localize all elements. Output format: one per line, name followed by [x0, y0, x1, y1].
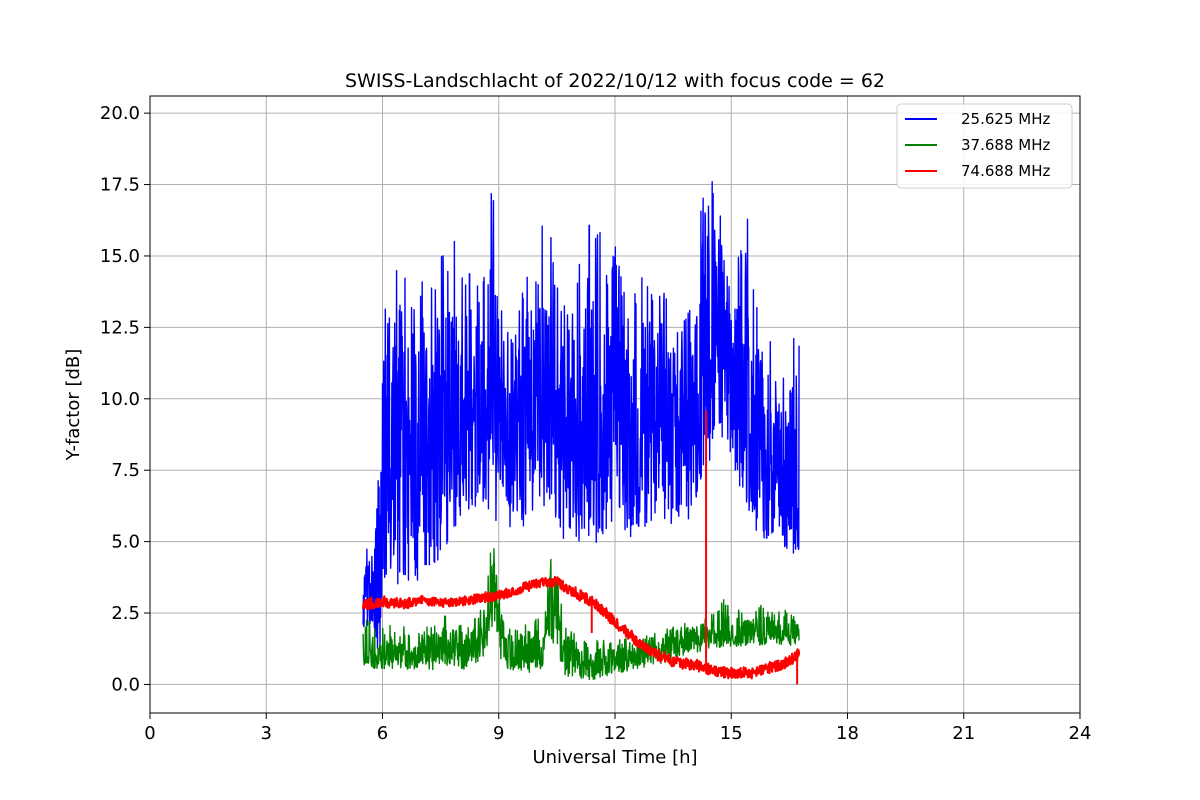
y-tick-label-4: 10.0: [100, 389, 140, 410]
y-tick-label-8: 20.0: [100, 103, 140, 124]
series-layer: [362, 181, 801, 685]
y-tick-label-3: 7.5: [111, 460, 140, 481]
series-line-0: [362, 181, 800, 649]
y-tick-label-1: 2.5: [111, 603, 140, 624]
y-tick-label-0: 0.0: [111, 674, 140, 695]
x-tick-label-4: 12: [604, 723, 627, 744]
legend-label-0: 25.625 MHz: [961, 110, 1050, 128]
y-tick-label-6: 15.0: [100, 246, 140, 267]
x-tick-label-0: 0: [144, 723, 155, 744]
series-line-2: [362, 575, 801, 680]
x-tick-label-2: 6: [377, 723, 388, 744]
ticks: 0 3 6 9 12 15 18 21 24 0.0 2.5 5.0 7.5 10.0 12.5 15.0 17…: [100, 103, 1092, 744]
series-0: [362, 181, 800, 649]
x-tick-label-1: 3: [261, 723, 272, 744]
x-tick-label-6: 18: [836, 723, 859, 744]
series-1: [362, 548, 800, 681]
legend-box: [896, 103, 1073, 189]
chart-title: SWISS-Landschlacht of 2022/10/12 with fo…: [345, 70, 885, 92]
y-tick-label-2: 5.0: [111, 532, 140, 553]
series-2: [362, 410, 801, 685]
x-tick-label-8: 24: [1069, 723, 1092, 744]
y-tick-label-5: 12.5: [100, 317, 140, 338]
y-tick-label-7: 17.5: [100, 175, 140, 196]
x-tick-label-3: 9: [493, 723, 504, 744]
x-tick-label-7: 21: [952, 723, 975, 744]
series-line-1: [362, 548, 800, 681]
x-axis-label: Universal Time [h]: [532, 747, 697, 768]
x-tick-label-5: 15: [720, 723, 743, 744]
legend: 25.625 MHz 37.688 MHz 74.688 MHz: [896, 103, 1073, 189]
legend-label-1: 37.688 MHz: [961, 136, 1050, 154]
y-axis-label: Y-factor [dB]: [63, 349, 84, 462]
legend-label-2: 74.688 MHz: [961, 162, 1050, 180]
